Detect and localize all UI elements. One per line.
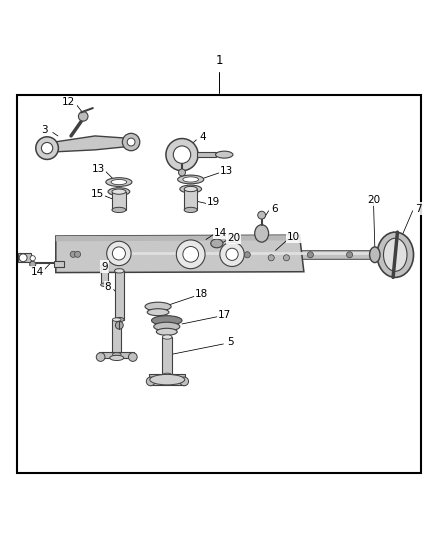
Bar: [99, 352, 134, 358]
Circle shape: [78, 111, 88, 121]
Text: 4: 4: [199, 132, 206, 142]
Ellipse shape: [108, 188, 130, 196]
Bar: [53, 261, 64, 266]
Text: 14: 14: [31, 266, 44, 277]
Text: 5: 5: [227, 337, 233, 347]
Polygon shape: [56, 235, 300, 241]
Text: 9: 9: [101, 262, 108, 271]
Text: 8: 8: [105, 282, 111, 293]
Text: 15: 15: [91, 189, 104, 199]
Ellipse shape: [152, 316, 182, 325]
Text: 7: 7: [415, 204, 422, 214]
Circle shape: [96, 353, 105, 361]
Text: 13: 13: [92, 164, 105, 174]
Ellipse shape: [211, 239, 223, 248]
Bar: [184, 189, 197, 210]
Text: 3: 3: [41, 125, 47, 135]
Bar: [197, 152, 215, 157]
Text: 20: 20: [227, 233, 240, 243]
Circle shape: [113, 247, 125, 260]
Circle shape: [122, 133, 140, 151]
Text: 18: 18: [195, 289, 208, 300]
Text: 19: 19: [207, 197, 220, 207]
Bar: [162, 337, 172, 375]
Text: 13: 13: [220, 166, 233, 176]
Ellipse shape: [113, 189, 125, 194]
Ellipse shape: [254, 225, 268, 242]
Ellipse shape: [115, 318, 124, 322]
Circle shape: [116, 321, 123, 329]
Ellipse shape: [111, 180, 127, 184]
Ellipse shape: [377, 232, 413, 277]
Bar: [113, 320, 121, 354]
Text: 14: 14: [214, 228, 227, 238]
Circle shape: [244, 252, 251, 258]
Circle shape: [220, 242, 244, 266]
Circle shape: [166, 139, 198, 171]
Ellipse shape: [113, 318, 121, 321]
Ellipse shape: [184, 187, 197, 192]
Circle shape: [283, 255, 290, 261]
Bar: [17, 94, 421, 473]
Circle shape: [226, 248, 238, 261]
Bar: [115, 271, 124, 320]
Ellipse shape: [162, 335, 172, 339]
Circle shape: [307, 252, 314, 258]
Circle shape: [179, 169, 185, 176]
Circle shape: [127, 138, 135, 146]
Circle shape: [128, 353, 137, 361]
Circle shape: [74, 251, 81, 257]
Bar: [112, 192, 126, 210]
Ellipse shape: [156, 328, 177, 335]
Ellipse shape: [178, 175, 204, 184]
Bar: [101, 266, 109, 285]
Circle shape: [268, 255, 274, 261]
Circle shape: [177, 240, 205, 269]
Text: 17: 17: [218, 310, 231, 320]
Circle shape: [346, 252, 353, 258]
Ellipse shape: [154, 322, 180, 331]
Circle shape: [107, 241, 131, 265]
Ellipse shape: [185, 187, 197, 191]
Ellipse shape: [101, 265, 109, 268]
Text: 12: 12: [62, 98, 75, 108]
Text: 10: 10: [287, 232, 300, 243]
Circle shape: [173, 146, 191, 163]
Circle shape: [30, 261, 36, 268]
Polygon shape: [43, 136, 138, 152]
Circle shape: [30, 256, 35, 261]
Ellipse shape: [384, 238, 407, 271]
Text: 6: 6: [272, 204, 278, 214]
Ellipse shape: [370, 247, 380, 263]
Ellipse shape: [145, 302, 171, 311]
Text: 1: 1: [215, 54, 223, 67]
Ellipse shape: [215, 151, 233, 158]
Ellipse shape: [180, 185, 201, 193]
Circle shape: [146, 377, 155, 386]
Circle shape: [180, 377, 188, 386]
Ellipse shape: [112, 189, 126, 194]
Ellipse shape: [101, 283, 109, 287]
Bar: [149, 375, 185, 385]
Ellipse shape: [183, 177, 198, 182]
Text: 20: 20: [367, 195, 380, 205]
Ellipse shape: [147, 309, 169, 316]
Ellipse shape: [115, 269, 124, 273]
Ellipse shape: [150, 375, 185, 385]
Ellipse shape: [106, 177, 132, 187]
Ellipse shape: [113, 353, 121, 356]
Circle shape: [70, 251, 76, 257]
Ellipse shape: [110, 356, 124, 360]
Circle shape: [19, 254, 27, 262]
Ellipse shape: [162, 373, 172, 377]
Circle shape: [258, 211, 265, 219]
Circle shape: [42, 142, 53, 154]
Polygon shape: [56, 235, 304, 272]
Ellipse shape: [184, 207, 197, 213]
Ellipse shape: [112, 207, 126, 213]
Circle shape: [36, 137, 58, 159]
Bar: [18, 253, 31, 262]
Circle shape: [183, 246, 198, 262]
